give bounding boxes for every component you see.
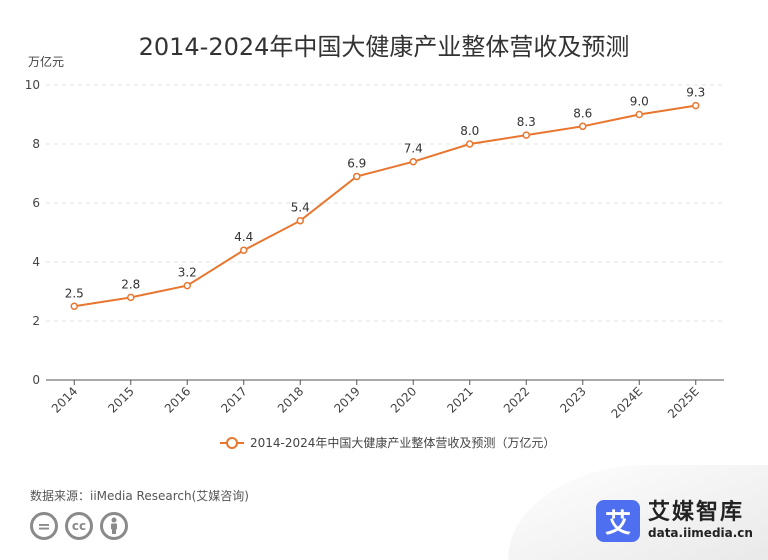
data-label: 5.4 [291,201,310,215]
y-tick-label: 0 [32,373,40,387]
y-tick-label: 2 [32,314,40,328]
x-tick-label: 2014 [49,384,80,415]
y-axis-unit: 万亿元 [28,54,64,69]
data-point [127,293,135,302]
x-tick-label: 2023 [557,384,588,415]
data-point [70,302,78,310]
x-tick-label: 2024E [609,384,646,421]
data-point [240,246,248,254]
line-chart: 2014-2024年中国大健康产业整体营收及预测 万亿元 0 2 4 6 8 10 2014… [25,33,724,450]
series-line [74,104,696,308]
equals-icon: = [30,512,58,540]
brand-name: 艾媒智库 [648,500,745,525]
x-tick-label: 2025E [665,384,702,421]
license-icons: = cc [30,512,128,540]
data-point [466,140,474,148]
legend-marker [226,437,238,449]
x-tick-label: 2019 [331,384,362,415]
data-point [409,157,417,166]
source-note: 数据来源：iiMedia Research(艾媒咨询) [30,489,249,503]
y-tick-label: 6 [32,196,40,210]
y-tick-label: 4 [32,255,40,269]
data-label: 8.6 [573,106,592,120]
x-tick-label: 2018 [275,384,306,415]
data-label: 6.9 [347,156,366,170]
data-label: 9.0 [630,95,649,109]
data-point [296,216,304,225]
x-tick-label: 2020 [388,384,419,415]
x-tick-label: 2022 [501,384,532,415]
legend-label: 2014-2024年中国大健康产业整体营收及预测（万亿元） [250,435,555,450]
data-label: 9.3 [686,86,705,100]
cc-icon: cc [65,512,93,540]
data-point [522,131,530,139]
data-label: 7.4 [404,142,423,156]
y-tick-label: 10 [25,78,40,92]
data-label: 2.8 [121,277,140,291]
data-point [692,101,700,110]
brand: 艾 艾媒智库 data.iimedia.cn [596,500,753,542]
brand-logo-icon: 艾 [596,500,640,542]
x-tick-label: 2021 [444,384,475,415]
data-point [353,172,361,181]
legend: 2014-2024年中国大健康产业整体营收及预测（万亿元） [220,435,555,450]
data-label: 8.0 [460,124,479,138]
data-label: 8.3 [517,115,536,129]
brand-url: data.iimedia.cn [648,526,753,540]
x-tick-label: 2015 [105,384,136,415]
person-icon [100,512,128,540]
chart-title: 2014-2024年中国大健康产业整体营收及预测 [139,33,630,61]
data-label: 4.4 [234,230,253,244]
y-tick-label: 8 [32,137,40,151]
data-label: 3.2 [178,266,197,280]
data-point [579,122,587,131]
x-tick-label: 2016 [162,384,193,415]
data-point [635,110,643,119]
data-point [183,281,191,290]
x-tick-label: 2017 [218,384,249,415]
data-label: 2.5 [65,286,84,300]
